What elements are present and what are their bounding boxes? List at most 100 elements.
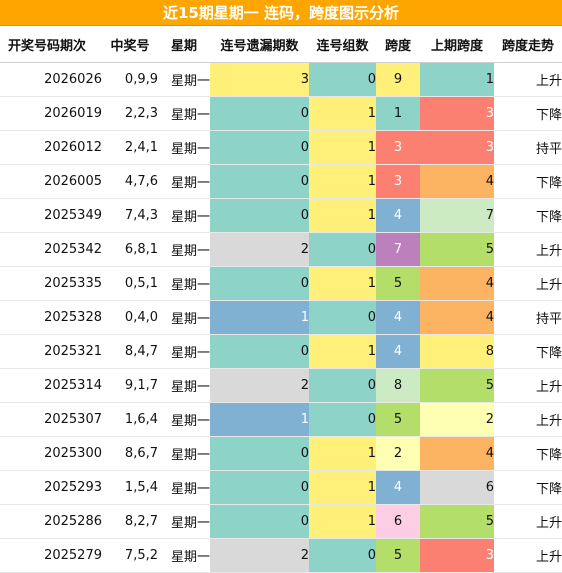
- span-trend-cell: 上升: [494, 232, 562, 267]
- header-trend[interactable]: 跨度走势: [494, 26, 562, 63]
- previous-span-cell: 3: [420, 538, 494, 573]
- winning-numbers-cell: 9,1,7: [102, 368, 158, 403]
- winning-numbers-cell: 7,4,3: [102, 198, 158, 233]
- issue-cell: 2025286: [0, 504, 102, 539]
- previous-span-cell: 8: [420, 334, 494, 369]
- weekday-cell: 星期一: [158, 470, 210, 505]
- span-cell: 3: [376, 164, 420, 199]
- span-cell: 5: [376, 402, 420, 437]
- consecutive-missing-cell: 0: [210, 334, 309, 369]
- issue-cell: 2026012: [0, 130, 102, 165]
- span-cell: 4: [376, 334, 420, 369]
- consecutive-missing-cell: 2: [210, 368, 309, 403]
- previous-span-cell: 4: [420, 436, 494, 471]
- previous-span-cell: 3: [420, 130, 494, 165]
- consecutive-groups-cell: 0: [309, 62, 376, 97]
- previous-span-cell: 5: [420, 368, 494, 403]
- span-trend-cell: 上升: [494, 402, 562, 437]
- consecutive-groups-cell: 1: [309, 96, 376, 131]
- span-trend-cell: 下降: [494, 334, 562, 369]
- span-trend-cell: 持平: [494, 130, 562, 165]
- span-cell: 6: [376, 504, 420, 539]
- issue-cell: 2025342: [0, 232, 102, 267]
- previous-span-cell: 5: [420, 232, 494, 267]
- winning-numbers-cell: 4,7,6: [102, 164, 158, 199]
- span-cell: 4: [376, 470, 420, 505]
- header-missing[interactable]: 连号遗漏期数: [210, 26, 309, 63]
- previous-span-cell: 6: [420, 470, 494, 505]
- consecutive-missing-cell: 1: [210, 402, 309, 437]
- weekday-cell: 星期一: [158, 300, 210, 335]
- weekday-cell: 星期一: [158, 334, 210, 369]
- consecutive-missing-cell: 2: [210, 538, 309, 573]
- consecutive-missing-cell: 0: [210, 96, 309, 131]
- span-cell: 1: [376, 96, 420, 131]
- span-cell: 5: [376, 538, 420, 573]
- header-groups[interactable]: 连号组数: [309, 26, 376, 63]
- table-row: 2026026 0,9,9 星期一 3 0 9 1 上升: [0, 62, 562, 97]
- weekday-cell: 星期一: [158, 62, 210, 97]
- consecutive-missing-cell: 2: [210, 232, 309, 267]
- table-row: 2025349 7,4,3 星期一 0 1 4 7 下降: [0, 198, 562, 233]
- previous-span-cell: 4: [420, 300, 494, 335]
- consecutive-groups-cell: 0: [309, 538, 376, 573]
- span-trend-cell: 上升: [494, 504, 562, 539]
- winning-numbers-cell: 0,9,9: [102, 62, 158, 97]
- weekday-cell: 星期一: [158, 198, 210, 233]
- previous-span-cell: 2: [420, 402, 494, 437]
- previous-span-cell: 5: [420, 504, 494, 539]
- header-span[interactable]: 跨度: [376, 26, 420, 63]
- winning-numbers-cell: 1,5,4: [102, 470, 158, 505]
- consecutive-missing-cell: 0: [210, 470, 309, 505]
- table-row: 2025342 6,8,1 星期一 2 0 7 5 上升: [0, 232, 562, 267]
- weekday-cell: 星期一: [158, 504, 210, 539]
- winning-numbers-cell: 2,4,1: [102, 130, 158, 165]
- table-row: 2026005 4,7,6 星期一 0 1 3 4 下降: [0, 164, 562, 199]
- winning-numbers-cell: 2,2,3: [102, 96, 158, 131]
- weekday-cell: 星期一: [158, 266, 210, 301]
- header-prev-span[interactable]: 上期跨度: [420, 26, 494, 63]
- span-trend-cell: 下降: [494, 198, 562, 233]
- table-row: 2025328 0,4,0 星期一 1 0 4 4 持平: [0, 300, 562, 335]
- issue-cell: 2025321: [0, 334, 102, 369]
- table-row: 2025293 1,5,4 星期一 0 1 4 6 下降: [0, 470, 562, 505]
- consecutive-missing-cell: 0: [210, 164, 309, 199]
- issue-cell: 2025328: [0, 300, 102, 335]
- span-trend-cell: 上升: [494, 368, 562, 403]
- weekday-cell: 星期一: [158, 164, 210, 199]
- previous-span-cell: 4: [420, 266, 494, 301]
- weekday-cell: 星期一: [158, 402, 210, 437]
- consecutive-groups-cell: 1: [309, 164, 376, 199]
- winning-numbers-cell: 7,5,2: [102, 538, 158, 573]
- consecutive-groups-cell: 1: [309, 436, 376, 471]
- span-cell: 4: [376, 300, 420, 335]
- issue-cell: 2025293: [0, 470, 102, 505]
- issue-cell: 2026019: [0, 96, 102, 131]
- header-weekday[interactable]: 星期: [158, 26, 210, 63]
- previous-span-cell: 3: [420, 96, 494, 131]
- span-cell: 8: [376, 368, 420, 403]
- weekday-cell: 星期一: [158, 96, 210, 131]
- weekday-cell: 星期一: [158, 232, 210, 267]
- consecutive-groups-cell: 0: [309, 368, 376, 403]
- header-issue[interactable]: 开奖号码期次: [0, 26, 102, 63]
- consecutive-missing-cell: 1: [210, 300, 309, 335]
- header-numbers[interactable]: 中奖号: [102, 26, 158, 63]
- issue-cell: 2025300: [0, 436, 102, 471]
- table-row: 2025307 1,6,4 星期一 1 0 5 2 上升: [0, 402, 562, 437]
- weekday-cell: 星期一: [158, 368, 210, 403]
- table-row: 2026012 2,4,1 星期一 0 1 3 3 持平: [0, 130, 562, 165]
- issue-cell: 2025335: [0, 266, 102, 301]
- table-row: 2025321 8,4,7 星期一 0 1 4 8 下降: [0, 334, 562, 369]
- consecutive-groups-cell: 1: [309, 334, 376, 369]
- consecutive-missing-cell: 0: [210, 436, 309, 471]
- span-cell: 5: [376, 266, 420, 301]
- analysis-table: 开奖号码期次 中奖号 星期 连号遗漏期数 连号组数 跨度 上期跨度 跨度走势 2…: [0, 26, 562, 573]
- issue-cell: 2025349: [0, 198, 102, 233]
- winning-numbers-cell: 1,6,4: [102, 402, 158, 437]
- consecutive-groups-cell: 0: [309, 402, 376, 437]
- table-row: 2025335 0,5,1 星期一 0 1 5 4 上升: [0, 266, 562, 301]
- previous-span-cell: 4: [420, 164, 494, 199]
- table-row: 2025300 8,6,7 星期一 0 1 2 4 下降: [0, 436, 562, 471]
- winning-numbers-cell: 8,6,7: [102, 436, 158, 471]
